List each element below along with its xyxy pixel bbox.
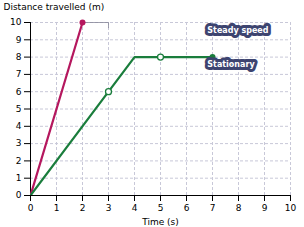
svg-text:10: 10 <box>285 203 297 213</box>
svg-text:Time (s): Time (s) <box>141 217 179 227</box>
svg-text:1: 1 <box>16 173 22 183</box>
svg-text:Steady speed: Steady speed <box>207 26 268 35</box>
svg-text:7: 7 <box>16 69 22 79</box>
svg-text:5: 5 <box>158 203 164 213</box>
svg-text:0: 0 <box>28 203 34 213</box>
svg-text:6: 6 <box>184 203 190 213</box>
svg-text:3: 3 <box>106 203 112 213</box>
svg-text:4: 4 <box>132 203 138 213</box>
svg-text:10: 10 <box>10 17 22 27</box>
svg-text:Stationary: Stationary <box>207 60 255 69</box>
svg-text:8: 8 <box>16 52 22 62</box>
svg-text:6: 6 <box>16 87 22 97</box>
svg-text:2: 2 <box>80 203 86 213</box>
svg-text:3: 3 <box>16 138 22 148</box>
svg-text:9: 9 <box>262 203 268 213</box>
svg-text:7: 7 <box>210 203 216 213</box>
svg-text:1: 1 <box>54 203 60 213</box>
svg-text:9: 9 <box>16 35 22 45</box>
svg-text:0: 0 <box>16 190 22 200</box>
svg-text:Distance travelled (m): Distance travelled (m) <box>4 2 105 12</box>
svg-text:2: 2 <box>16 156 22 166</box>
svg-text:5: 5 <box>16 104 22 114</box>
svg-text:8: 8 <box>236 203 242 213</box>
svg-text:4: 4 <box>16 121 22 131</box>
